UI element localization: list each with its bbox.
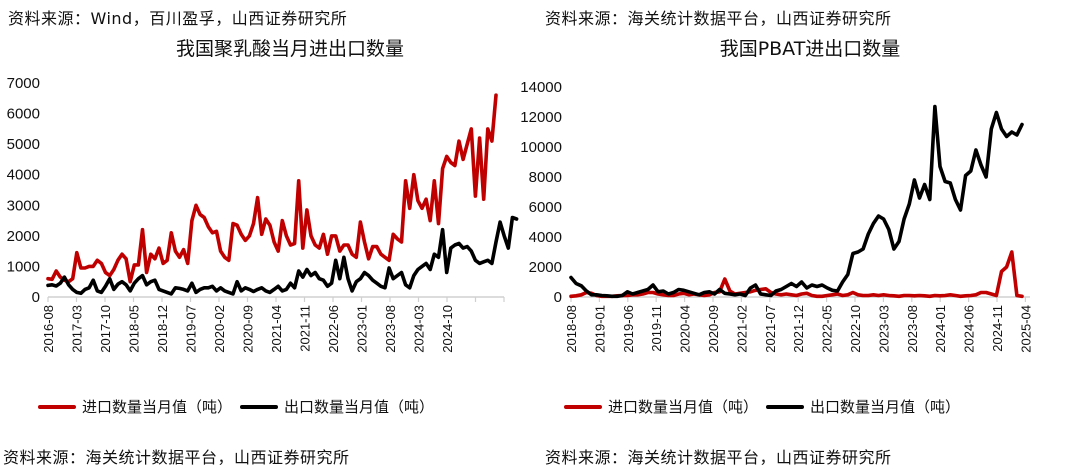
y-axis-tick-label: 6000 bbox=[7, 106, 40, 123]
y-axis-tick-label: 10000 bbox=[520, 139, 562, 156]
x-axis-tick-label: 2019-07 bbox=[184, 305, 199, 353]
x-axis-tick-label: 2022-05 bbox=[820, 305, 835, 353]
x-axis-tick-label: 2017-03 bbox=[70, 305, 85, 353]
x-axis-tick-label: 2024-03 bbox=[412, 305, 427, 353]
x-axis-tick-label: 2020-04 bbox=[678, 305, 693, 353]
right-chart-legend: 进口数量当月值（吨） 出口数量当月值（吨） bbox=[564, 396, 968, 417]
x-axis-tick-label: 2021-04 bbox=[269, 305, 284, 353]
legend-swatch-black-line-icon bbox=[766, 404, 805, 409]
y-axis-tick-label: 4000 bbox=[529, 229, 562, 246]
legend-swatch-red-line-icon bbox=[564, 404, 602, 409]
x-axis-tick-label: 2020-02 bbox=[212, 305, 227, 353]
x-axis-tick-label: 2018-05 bbox=[127, 305, 142, 353]
y-axis-tick-label: 4000 bbox=[7, 167, 40, 184]
x-axis-tick-label: 2025-04 bbox=[1018, 305, 1033, 353]
left-line-chart: 0 1000 2000 3000 4000 5000 6000 7000 2016-08 2017… bbox=[7, 75, 519, 353]
y-axis-tick-label: 12000 bbox=[520, 109, 562, 126]
x-axis-tick-label: 2022-10 bbox=[848, 305, 863, 353]
x-axis-tick-label: 2019-01 bbox=[592, 305, 607, 353]
x-axis-tick-label: 2021-02 bbox=[734, 305, 749, 353]
x-axis-tick-label: 2018-08 bbox=[564, 305, 579, 353]
import-series-line bbox=[46, 93, 498, 284]
y-axis-tick-label: 6000 bbox=[529, 199, 562, 216]
x-axis-tick-label: 2023-01 bbox=[355, 305, 370, 353]
x-axis-tick-label: 2024-10 bbox=[440, 305, 455, 353]
right-top-source-note: 资料来源：海关统计数据平台，山西证券研究所 bbox=[545, 9, 892, 28]
x-axis-tick-label: 2023-08 bbox=[383, 305, 398, 353]
export-series-line bbox=[569, 104, 1024, 299]
x-axis-tick-label: 2024-01 bbox=[933, 305, 948, 353]
x-axis-tick-label: 2020-09 bbox=[706, 305, 721, 353]
y-axis-tick-label: 0 bbox=[32, 289, 40, 306]
legend-swatch-red-line-icon bbox=[38, 404, 76, 409]
export-series-line bbox=[46, 215, 519, 296]
legend-label-import: 进口数量当月值（吨） bbox=[82, 398, 233, 416]
x-axis-tick-label: 2016-08 bbox=[41, 305, 56, 353]
left-chart-title: 我国聚乳酸当月进出口数量 bbox=[175, 38, 404, 60]
y-axis-tick-label: 14000 bbox=[520, 79, 562, 96]
x-axis-tick-label: 2018-12 bbox=[155, 305, 170, 353]
x-axis-tick-label: 2024-06 bbox=[962, 305, 977, 353]
x-axis-tick-label: 2023-08 bbox=[905, 305, 920, 353]
legend-label-import: 进口数量当月值（吨） bbox=[608, 398, 759, 416]
y-axis-tick-label: 1000 bbox=[7, 258, 40, 275]
right-chart-title: 我国PBAT进出口数量 bbox=[719, 38, 901, 60]
legend-label-export: 出口数量当月值（吨） bbox=[284, 398, 435, 416]
left-top-source-note: 资料来源：Wind，百川盈孚，山西证券研究所 bbox=[8, 9, 348, 28]
legend-item-export: 出口数量当月值（吨） bbox=[766, 396, 960, 417]
y-axis-tick-label: 5000 bbox=[7, 136, 40, 153]
x-axis-tick-label: 2020-09 bbox=[241, 305, 256, 353]
y-axis-tick-label: 0 bbox=[554, 289, 562, 306]
x-axis-tick-label: 2024-11 bbox=[990, 305, 1005, 352]
legend-swatch-black-line-icon bbox=[240, 404, 279, 409]
right-line-chart: 0 2000 4000 6000 8000 10000 12000 14000 2018-08 2… bbox=[520, 79, 1033, 353]
legend-label-export: 出口数量当月值（吨） bbox=[810, 398, 961, 416]
x-axis-tick-label: 2022-06 bbox=[326, 305, 341, 353]
left-bottom-source-note: 资料来源：海关统计数据平台，山西证券研究所 bbox=[3, 448, 350, 467]
y-axis-tick-label: 2000 bbox=[7, 228, 40, 245]
x-axis-tick-label: 2021-12 bbox=[791, 305, 806, 353]
y-axis-tick-label: 3000 bbox=[7, 197, 40, 214]
y-axis-tick-label: 2000 bbox=[529, 259, 562, 276]
y-axis-tick-label: 7000 bbox=[7, 75, 40, 92]
legend-item-import: 进口数量当月值（吨） bbox=[38, 396, 232, 417]
right-bottom-source-note: 资料来源：海关统计数据平台，山西证券研究所 bbox=[545, 448, 892, 467]
legend-item-export: 出口数量当月值（吨） bbox=[240, 396, 434, 417]
x-axis-tick-label: 2019-11 bbox=[649, 305, 664, 352]
import-series-line bbox=[569, 250, 1024, 299]
legend-item-import: 进口数量当月值（吨） bbox=[564, 396, 758, 417]
y-axis-tick-label: 8000 bbox=[529, 169, 562, 186]
x-axis-tick-label: 2019-06 bbox=[621, 305, 636, 353]
x-axis-tick-label: 2021-11 bbox=[298, 305, 313, 352]
left-chart-legend: 进口数量当月值（吨） 出口数量当月值（吨） bbox=[38, 396, 442, 417]
x-axis-tick-label: 2023-03 bbox=[876, 305, 891, 353]
x-axis-tick-label: 2017-10 bbox=[98, 305, 113, 353]
x-axis-tick-label: 2021-07 bbox=[763, 305, 778, 353]
